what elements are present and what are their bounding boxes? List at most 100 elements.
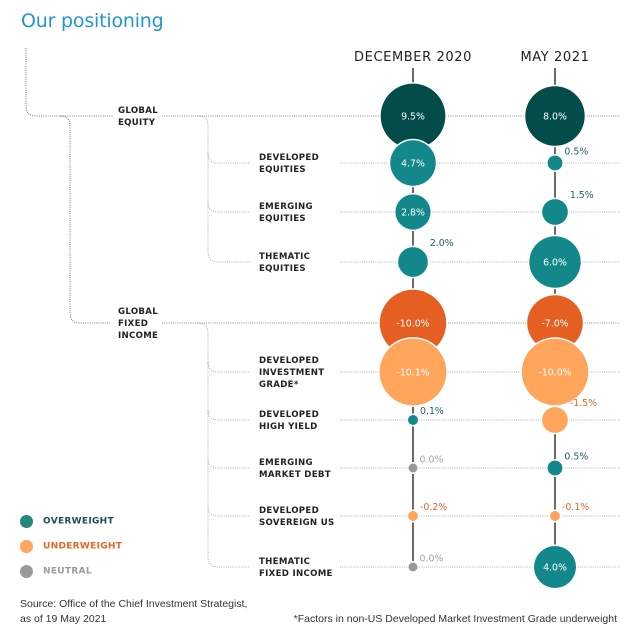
row-label-line: EMERGING (259, 458, 313, 468)
row-label-line: GRADE* (259, 380, 299, 390)
value-label-9-0: 0.0% (420, 554, 444, 565)
bubble-5-0 (379, 338, 447, 406)
row-label-8: DEVELOPED SOVEREIGN US (259, 506, 334, 528)
tree-fixed-income-branch (59, 115, 110, 324)
legend-item-neutral: NEUTRAL (20, 565, 92, 578)
source-line-1: Source: Office of the Chief Investment S… (20, 598, 248, 610)
value-label-2-0: 2.8% (401, 208, 425, 219)
row-label-line: DEVELOPED (259, 356, 319, 366)
row-label-0: GLOBAL EQUITY (118, 106, 158, 128)
row-label-line: INCOME (118, 331, 158, 341)
bubble-7-1 (547, 460, 563, 476)
bubble-0-0 (380, 83, 446, 149)
value-label-6-1: -1.5% (570, 398, 597, 409)
row-label-line: FIXED INCOME (259, 569, 333, 579)
row-label-line: MARKET DEBT (259, 470, 331, 480)
tree-fi-sub-branch (197, 322, 250, 568)
tree-root-branch (25, 48, 113, 117)
row-label-line: DEVELOPED (259, 410, 319, 420)
legend-neutral-label: NEUTRAL (43, 566, 92, 577)
value-label-0-1: 8.0% (543, 112, 567, 123)
value-label-7-0: 0.0% (420, 455, 444, 466)
value-label-5-1: -10.0% (538, 368, 571, 379)
bubble-7-0 (408, 463, 418, 473)
bubble-9-0 (408, 562, 418, 572)
tree-equity-leaf-1 (207, 152, 250, 164)
row-label-line: EMERGING (259, 202, 313, 212)
legend-neutral-dot-icon (20, 565, 33, 578)
row-label-line: GLOBAL (118, 307, 158, 317)
row-label-line: EQUITIES (259, 264, 306, 274)
column-header-may-2021: MAY 2021 (520, 50, 589, 65)
bubble-6-1 (542, 407, 568, 433)
bubble-2-1 (542, 199, 568, 225)
value-label-5-0: -10.1% (396, 368, 429, 379)
row-label-line: DEVELOPED (259, 506, 319, 516)
bubble-8-1 (550, 511, 560, 521)
tree-equity-sub-branch (197, 115, 250, 263)
value-label-4-0: -10.0% (396, 319, 429, 330)
value-label-4-1: -7.0% (541, 319, 568, 330)
value-label-9-1: 4.0% (543, 563, 567, 574)
legend-underweight-dot-icon (20, 540, 33, 553)
value-label-8-0: -0.2% (420, 502, 447, 513)
tree-equity-leaf-2 (207, 201, 250, 213)
legend-item-overweight: OVERWEIGHT (20, 515, 114, 528)
row-label-line: DEVELOPED (259, 153, 319, 163)
row-label-9: THEMATIC FIXED INCOME (259, 557, 333, 579)
row-label-line: INVESTMENT (259, 368, 324, 378)
legend-overweight-dot-icon (20, 515, 33, 528)
bubble-4-0 (379, 289, 447, 357)
bubble-1-0 (390, 140, 436, 186)
row-label-line: FIXED (118, 319, 148, 329)
value-label-7-1: 0.5% (564, 452, 588, 463)
row-label-5: DEVELOPED INVESTMENT GRADE* (259, 356, 324, 390)
tree-fi-leaf-6 (207, 409, 250, 421)
tree-fi-leaf-7 (207, 457, 250, 469)
value-label-3-0: 2.0% (430, 238, 454, 249)
value-label-2-1: 1.5% (570, 190, 594, 201)
bubble-3-1 (529, 236, 581, 288)
row-label-line: GLOBAL (118, 106, 158, 116)
row-label-line: EQUITIES (259, 214, 306, 224)
value-label-3-1: 6.0% (543, 258, 567, 269)
row-label-line: HIGH YIELD (259, 422, 318, 432)
source-line-2: as of 19 May 2021 (20, 613, 107, 625)
tree-fi-leaf-8 (207, 505, 250, 517)
row-label-line: SOVEREIGN US (259, 518, 334, 528)
row-label-2: EMERGING EQUITIES (259, 202, 313, 224)
value-label-6-0: 0.1% (420, 406, 444, 417)
bubble-1-1 (547, 155, 563, 171)
row-label-line: EQUITIES (259, 165, 306, 175)
value-label-0-0: 9.5% (401, 112, 425, 123)
value-label-1-1: 0.5% (564, 147, 588, 158)
legend-underweight-label: UNDERWEIGHT (43, 541, 123, 552)
value-label-1-0: 4.7% (401, 159, 425, 170)
row-label-4: GLOBAL FIXED INCOME (118, 307, 158, 341)
bubble-5-1 (521, 338, 589, 406)
tree-connectors (25, 48, 250, 568)
row-label-1: DEVELOPED EQUITIES (259, 153, 319, 175)
row-label-line: THEMATIC (259, 252, 310, 262)
chart-title: Our positioning (21, 10, 164, 32)
bubble-6-0 (408, 415, 418, 425)
chart-rows: GLOBAL EQUITY 9.5% 8.0% DEVELOPED EQUITIES 4.7… (118, 68, 620, 590)
bubble-0-1 (525, 86, 585, 146)
tree-fi-leaf-5 (207, 361, 250, 373)
row-label-6: DEVELOPED HIGH YIELD (259, 410, 319, 432)
bubble-4-1 (527, 295, 583, 351)
bubble-2-0 (395, 194, 431, 230)
bubble-9-1 (534, 546, 576, 588)
row-label-3: THEMATIC EQUITIES (259, 252, 310, 274)
row-label-line: THEMATIC (259, 557, 310, 567)
row-label-line: EQUITY (118, 118, 156, 128)
source-note: Source: Office of the Chief Investment S… (20, 597, 247, 627)
bubble-3-0 (398, 247, 428, 277)
bubble-8-0 (408, 511, 418, 521)
legend-overweight-label: OVERWEIGHT (43, 516, 114, 527)
value-label-8-1: -0.1% (562, 502, 589, 513)
legend-item-underweight: UNDERWEIGHT (20, 540, 122, 553)
row-label-7: EMERGING MARKET DEBT (259, 458, 331, 480)
footnote: *Factors in non-US Developed Market Inve… (293, 613, 617, 625)
